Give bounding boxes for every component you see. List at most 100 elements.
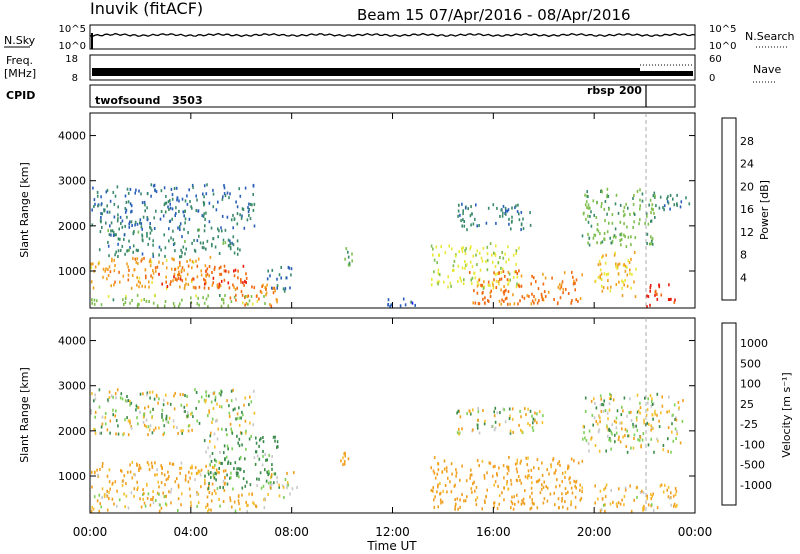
echo-cell bbox=[502, 256, 505, 260]
echo-cell bbox=[516, 210, 519, 214]
echo-cell bbox=[459, 276, 461, 280]
echo-cell bbox=[264, 302, 266, 305]
echo-cell bbox=[633, 498, 635, 502]
echo-cell bbox=[179, 274, 182, 278]
echo-cell bbox=[638, 438, 641, 442]
echo-cell bbox=[466, 495, 468, 499]
echo-cell bbox=[181, 251, 183, 255]
echo-cell bbox=[229, 462, 232, 465]
echo-cell bbox=[599, 394, 602, 398]
echo-cell bbox=[126, 416, 128, 420]
echo-cell bbox=[646, 497, 648, 501]
echo-cell bbox=[600, 190, 602, 193]
echo-cell bbox=[236, 222, 239, 226]
echo-cell bbox=[112, 230, 115, 234]
nave-right-tick-top: 60 bbox=[709, 54, 722, 65]
echo-cell bbox=[529, 507, 532, 511]
echo-cell bbox=[203, 398, 206, 402]
echo-cell bbox=[582, 437, 584, 441]
echo-cell bbox=[210, 226, 213, 230]
echo-cell bbox=[660, 483, 663, 487]
echo-cell bbox=[160, 481, 163, 485]
echo-cell bbox=[117, 217, 119, 221]
echo-cell bbox=[652, 208, 654, 212]
echo-cell bbox=[195, 391, 198, 394]
echo-cell bbox=[498, 466, 500, 470]
echo-cell bbox=[639, 204, 641, 208]
echo-cell bbox=[674, 298, 676, 302]
echo-cell bbox=[259, 438, 261, 442]
echo-cell bbox=[137, 302, 139, 306]
echo-cell bbox=[507, 270, 510, 274]
echo-cell bbox=[469, 271, 471, 274]
echo-cell bbox=[203, 246, 205, 250]
echo-cell bbox=[209, 440, 211, 443]
echo-cell bbox=[264, 497, 266, 501]
echo-cell bbox=[223, 444, 226, 448]
echo-cell bbox=[527, 422, 529, 426]
echo-cell bbox=[493, 271, 495, 275]
echo-cell bbox=[256, 484, 258, 488]
echo-cell bbox=[641, 199, 644, 203]
echo-cell bbox=[269, 486, 272, 490]
echo-cell bbox=[626, 225, 628, 229]
echo-cell bbox=[187, 264, 190, 268]
echo-cell bbox=[142, 239, 144, 243]
echo-cell bbox=[593, 233, 596, 237]
echo-cell bbox=[165, 416, 168, 420]
echo-cell bbox=[101, 422, 104, 426]
echo-cell bbox=[574, 288, 576, 292]
echo-cell bbox=[530, 282, 532, 286]
echo-cell bbox=[593, 397, 595, 401]
echo-cell bbox=[137, 406, 140, 410]
echo-cell bbox=[244, 186, 247, 190]
echo-cell bbox=[610, 285, 612, 289]
echo-cell bbox=[152, 184, 155, 188]
echo-cell bbox=[531, 274, 533, 278]
echo-cell bbox=[501, 298, 503, 302]
echo-cell bbox=[458, 250, 460, 254]
echo-cell bbox=[207, 305, 209, 309]
echo-cell bbox=[442, 489, 444, 493]
echo-cell bbox=[228, 411, 231, 415]
echo-cell bbox=[142, 497, 144, 501]
echo-cell bbox=[93, 205, 95, 209]
echo-cell bbox=[505, 212, 507, 216]
echo-cell bbox=[487, 299, 489, 303]
nsky-right-tick-top: 10^5 bbox=[709, 24, 736, 35]
echo-cell bbox=[275, 298, 278, 302]
echo-cell bbox=[170, 187, 173, 191]
echo-cell bbox=[120, 469, 122, 473]
echo-cell bbox=[244, 484, 247, 488]
echo-cell bbox=[222, 486, 224, 490]
echo-cell bbox=[229, 192, 231, 196]
echo-cell bbox=[433, 456, 436, 460]
echo-cell bbox=[212, 237, 215, 241]
echo-cell bbox=[241, 207, 244, 211]
echo-cell bbox=[255, 441, 258, 445]
echo-cell bbox=[643, 418, 645, 422]
echo-cell bbox=[226, 191, 229, 195]
echo-cell bbox=[271, 455, 273, 458]
echo-cell bbox=[511, 407, 514, 411]
echo-cell bbox=[203, 301, 206, 305]
echo-cell bbox=[179, 393, 182, 397]
echo-cell bbox=[162, 491, 164, 495]
echo-cell bbox=[178, 273, 180, 277]
echo-cell bbox=[571, 270, 573, 274]
echo-cell bbox=[460, 279, 462, 283]
echo-cell bbox=[138, 189, 140, 193]
echo-cell bbox=[217, 427, 219, 431]
echo-cell bbox=[107, 244, 110, 248]
echo-cell bbox=[146, 393, 148, 397]
echo-cell bbox=[446, 469, 448, 473]
echo-cell bbox=[109, 431, 111, 435]
echo-cell bbox=[108, 254, 110, 258]
echo-cell bbox=[677, 401, 680, 404]
echo-cell bbox=[464, 252, 467, 256]
echo-cell bbox=[555, 485, 557, 489]
echo-cell bbox=[626, 414, 628, 418]
echo-cell bbox=[221, 461, 223, 465]
echo-cell bbox=[233, 295, 236, 299]
echo-cell bbox=[159, 503, 161, 507]
